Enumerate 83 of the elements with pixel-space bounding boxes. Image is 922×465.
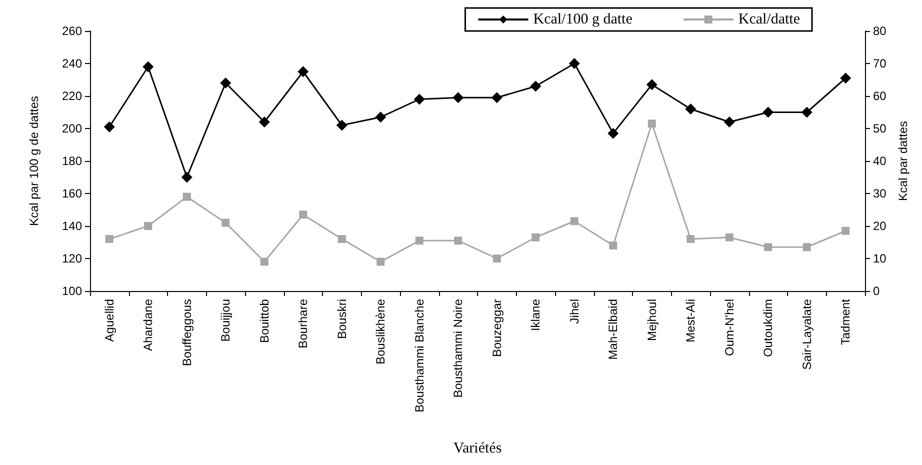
point: [414, 94, 425, 105]
y-tick-label: 180: [62, 154, 82, 168]
point: [299, 210, 308, 219]
point: [491, 92, 502, 104]
y-tick-label: 140: [62, 219, 82, 233]
point: [104, 121, 115, 132]
y2-tick-label: 30: [873, 186, 887, 200]
point: [725, 233, 734, 242]
x-tick-label: Bousthammi Noire: [451, 298, 466, 398]
point: [842, 226, 850, 235]
point: [182, 192, 191, 201]
y2-tick-label: 70: [873, 56, 887, 70]
point: [801, 106, 812, 118]
point: [609, 242, 618, 250]
x-tick-label: Bouzeggar: [490, 299, 504, 358]
point: [144, 222, 152, 230]
point: [336, 120, 348, 131]
legend-label: Kcal/datte: [738, 12, 800, 28]
point: [840, 72, 852, 84]
x-tick-label: Mejhoul: [644, 299, 659, 342]
point: [105, 235, 114, 243]
point: [338, 235, 346, 243]
x-tick-label: Bouittob: [257, 298, 272, 344]
y2-tick-label: 40: [873, 154, 887, 168]
point: [762, 106, 774, 118]
y2-tick-label: 0: [873, 284, 880, 298]
y-axis-title: Kcal par 100 g de dattes: [27, 96, 41, 226]
point: [568, 58, 580, 69]
x-tick-label: Mah-Elbaid: [606, 299, 620, 360]
y-tick-label: 160: [62, 186, 82, 200]
point: [222, 218, 230, 227]
point: [724, 116, 735, 128]
point: [376, 258, 385, 266]
point: [142, 61, 154, 72]
point: [802, 243, 811, 252]
x-tick-label: Sair-Layalate: [800, 298, 814, 370]
y-tick-label: 100: [62, 284, 82, 298]
x-tick-label: Bouijjou: [218, 299, 233, 342]
legend-label: Kcal/100 g datte: [533, 12, 633, 28]
x-tick-label: Bouffeggous: [180, 299, 194, 366]
point: [492, 254, 501, 262]
x-tick-label: Bouskri: [334, 299, 349, 340]
point: [181, 172, 192, 183]
y-tick-label: 220: [62, 89, 82, 103]
x-tick-label: Bouslikhène: [374, 298, 388, 364]
y-tick-label: 240: [62, 56, 82, 70]
x-tick-label: Iklane: [528, 298, 543, 332]
x-axis-title: Variétés: [453, 440, 502, 456]
y-tick-label: 120: [62, 252, 82, 266]
y-tick-label: 260: [62, 24, 82, 38]
point: [260, 258, 268, 266]
x-tick-label: Outoukdim: [761, 299, 776, 358]
point: [686, 235, 695, 243]
x-tick-label: Tadment: [838, 298, 853, 346]
y2-tick-label: 80: [873, 24, 887, 38]
point: [764, 243, 772, 252]
point: [530, 80, 542, 92]
x-tick-label: Bousthammi Blanche: [412, 298, 426, 412]
point: [375, 112, 386, 123]
point: [454, 236, 462, 245]
point: [570, 217, 578, 226]
point: [532, 233, 540, 242]
point: [258, 116, 270, 128]
y2-axis-title: Kcal par dattes: [896, 120, 910, 202]
y2-tick-label: 10: [873, 252, 887, 266]
x-tick-label: Jihel: [567, 299, 582, 324]
y2-tick-label: 60: [873, 89, 887, 103]
point: [220, 78, 232, 88]
y2-tick-label: 20: [873, 219, 887, 233]
point: [685, 104, 696, 114]
point: [415, 236, 424, 245]
point: [646, 79, 658, 90]
point: [648, 120, 656, 128]
x-tick-label: Bourhare: [296, 298, 310, 348]
point: [298, 66, 309, 78]
x-tick-label: Mest-Ali: [684, 299, 698, 342]
x-tick-label: Aguellid: [102, 299, 116, 342]
y-tick-label: 200: [62, 122, 82, 136]
x-tick-label: Ahardane: [141, 298, 156, 352]
y2-tick-label: 50: [873, 122, 887, 136]
point: [608, 128, 619, 139]
x-tick-label: Oum-N'hel: [722, 299, 736, 356]
point: [452, 92, 464, 104]
